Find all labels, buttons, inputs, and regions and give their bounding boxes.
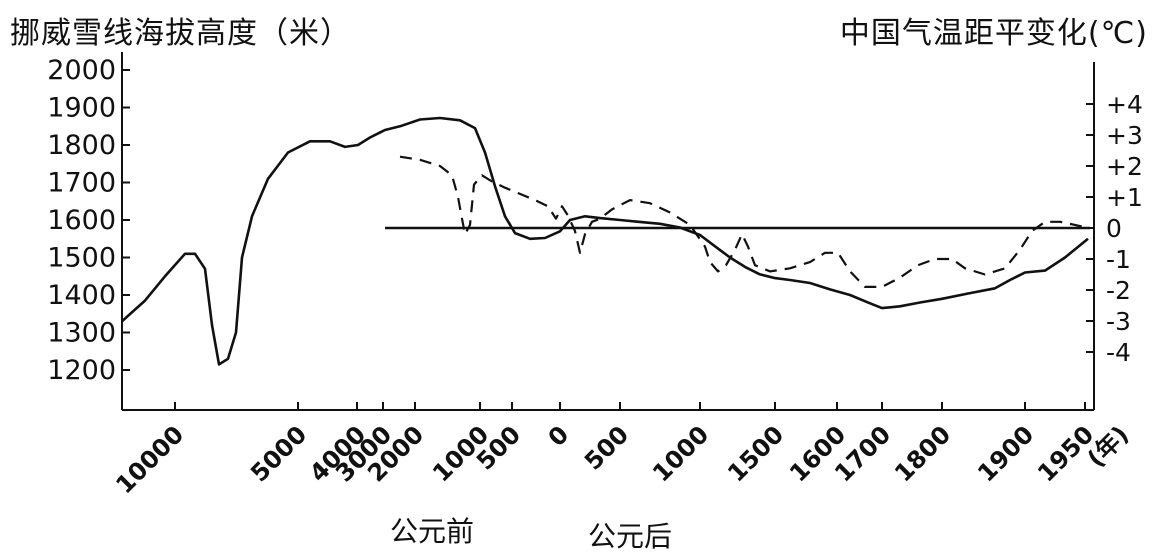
x-tick-label: 1500	[722, 420, 789, 487]
y-right-tick-label: -2	[1106, 276, 1131, 305]
x-tick-label: (年)	[1082, 420, 1134, 472]
y-right-tick-label: -3	[1106, 307, 1131, 336]
y-left-ticks: 1200 1300 1400 1500 1600 1700 1800 1900 2000	[47, 55, 130, 386]
chart-axes	[121, 52, 1095, 411]
right-axis-title: 中国气温距平变化(℃)	[839, 16, 1148, 51]
y-right-ticks: +4+3+2+10-1-2-3-4	[1086, 90, 1143, 367]
left-axis-title: 挪威雪线海拔高度（米）	[10, 16, 351, 51]
era-label-ce: 公元后	[588, 520, 673, 553]
era-label-bce: 公元前	[390, 515, 475, 548]
x-tick-label: 0	[543, 420, 575, 452]
y-left-tick-label: 1900	[47, 93, 116, 124]
x-tick-label: 10000	[110, 420, 189, 499]
y-left-tick-label: 1700	[47, 168, 116, 199]
series-lines	[121, 116, 1090, 366]
snowline-solid-series	[121, 116, 1089, 366]
temperature-dashed-series	[399, 155, 1089, 288]
y-right-tick-label: +3	[1106, 121, 1143, 150]
x-tick-label: 5000	[245, 420, 312, 487]
x-tick-label: 1000	[647, 420, 714, 487]
x-tick-label: 1800	[889, 420, 956, 487]
x-tick-label: 1900	[972, 420, 1039, 487]
y-left-tick-label: 1600	[47, 205, 116, 236]
y-right-tick-label: +1	[1106, 183, 1143, 212]
y-left-tick-label: 1800	[47, 130, 116, 161]
y-left-tick-label: 2000	[47, 55, 116, 86]
y-left-tick-label: 1300	[47, 318, 116, 349]
y-right-tick-label: +2	[1106, 152, 1143, 181]
y-left-tick-label: 1500	[47, 243, 116, 274]
x-tick-label: 500	[579, 420, 634, 475]
y-right-tick-label: +4	[1106, 90, 1143, 119]
y-right-tick-label: 0	[1106, 214, 1122, 243]
y-right-tick-label: -4	[1106, 338, 1131, 367]
y-left-tick-label: 1200	[47, 355, 116, 386]
y-right-tick-label: -1	[1106, 245, 1131, 274]
y-left-tick-label: 1400	[47, 280, 116, 311]
